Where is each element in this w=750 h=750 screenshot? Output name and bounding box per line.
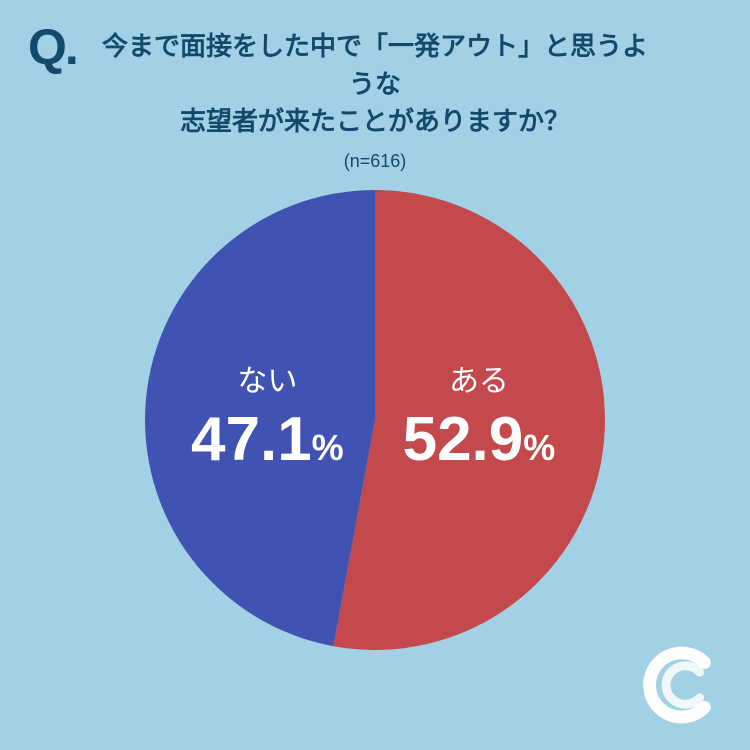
question-text: 今まで面接をした中で「一発アウト」と思うような 志望者が来たことがありますか？ <box>0 28 750 141</box>
chart-canvas: Q. 今まで面接をした中で「一発アウト」と思うような 志望者が来たことがあります… <box>0 0 750 750</box>
sample-size: (n=616) <box>0 151 750 172</box>
c-logo-icon <box>642 645 722 725</box>
percent-sign: % <box>523 427 555 468</box>
slice-name: ない <box>191 356 344 400</box>
brand-logo-icon <box>642 645 722 730</box>
pie-slice-label: ある 52.9% <box>403 356 556 475</box>
percent-sign: % <box>312 427 344 468</box>
question-line-1: 今まで面接をした中で「一発アウト」と思うような <box>102 31 648 99</box>
pie-chart: ある 52.9% ない 47.1% <box>145 190 605 650</box>
pie-slice-label: ない 47.1% <box>191 356 344 475</box>
header: 今まで面接をした中で「一発アウト」と思うような 志望者が来たことがありますか？ … <box>0 28 750 172</box>
slice-value: 52.9 <box>403 405 524 474</box>
slice-name: ある <box>403 356 556 400</box>
slice-value: 47.1 <box>191 405 312 474</box>
question-line-2: 志望者が来たことがありますか？ <box>180 106 570 136</box>
